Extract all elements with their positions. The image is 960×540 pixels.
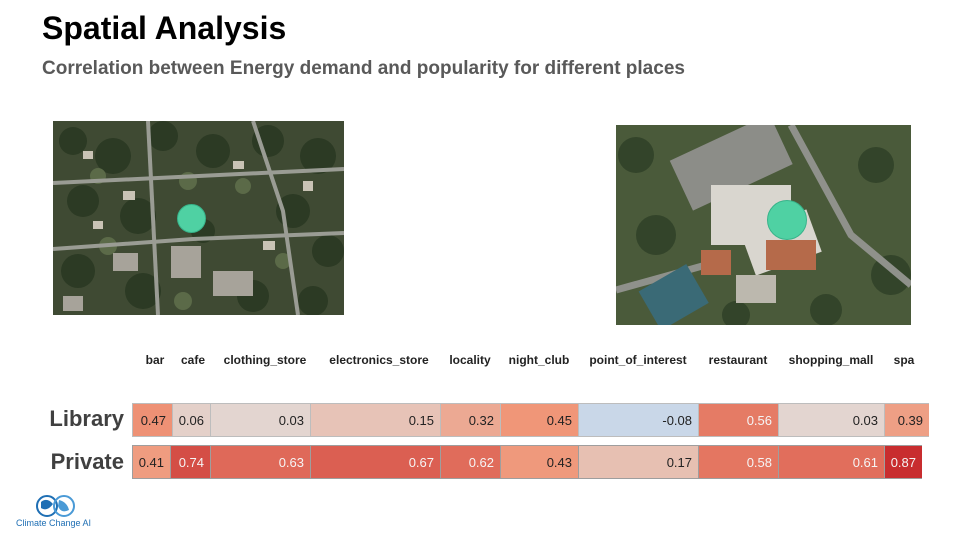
heatmap-cell-library-clothing-store: 0.03: [211, 404, 310, 436]
column-header-clothing-store: clothing_store: [223, 353, 307, 367]
climate-change-ai-logo-text: Climate Change AI: [16, 518, 92, 528]
heatmap-cell-library-point-of-interest: -0.08: [579, 404, 698, 436]
slide-title: Spatial Analysis: [42, 10, 287, 46]
private-aerial-image: [616, 125, 911, 325]
heatmap-cell-library-bar: 0.47: [133, 404, 172, 436]
column-header-electronics-store: electronics_store: [329, 353, 429, 367]
heatmap-cell-library-night-club: 0.45: [501, 404, 578, 436]
heatmap-cell-private-night-club: 0.43: [501, 446, 578, 478]
heatmap-cell-private-electronics-store: 0.67: [311, 446, 440, 478]
column-header-point-of-interest: point_of_interest: [589, 353, 687, 367]
library-location-marker: [177, 204, 206, 233]
row-label-library: Library: [49, 406, 124, 431]
library-aerial-image: [53, 121, 344, 315]
climate-change-ai-logo-icon: [36, 495, 75, 517]
heatmap-row-library: 0.47 0.06 0.03 0.15 0.32 0.45 -0.08 0.56 0.03 0.3…: [132, 403, 929, 437]
row-label-private: Private: [50, 449, 124, 474]
heatmap-cell-private-shopping-mall: 0.61: [779, 446, 884, 478]
heatmap-row-private: 0.41 0.74 0.63 0.67 0.62 0.43 0.17 0.58 0.61 0.87: [132, 445, 922, 479]
column-header-restaurant: restaurant: [708, 353, 768, 367]
private-location-marker: [767, 200, 807, 240]
heatmap-cell-private-restaurant: 0.58: [699, 446, 778, 478]
heatmap-cell-library-electronics-store: 0.15: [311, 404, 440, 436]
heatmap-cell-library-cafe: 0.06: [173, 404, 210, 436]
heatmap-cell-private-cafe: 0.74: [171, 446, 210, 478]
heatmap-cell-library-locality: 0.32: [441, 404, 500, 436]
heatmap-cell-library-spa: 0.39: [885, 404, 929, 436]
heatmap-cell-private-point-of-interest: 0.17: [579, 446, 698, 478]
heatmap-cell-library-restaurant: 0.56: [699, 404, 778, 436]
column-header-locality: locality: [449, 353, 491, 367]
heatmap-cell-library-shopping-mall: 0.03: [779, 404, 884, 436]
column-header-cafe: cafe: [180, 353, 206, 367]
heatmap-cell-private-locality: 0.62: [441, 446, 500, 478]
heatmap-cell-private-spa: 0.87: [885, 446, 922, 478]
column-header-night-club: night_club: [508, 353, 570, 367]
heatmap-cell-private-clothing-store: 0.63: [211, 446, 310, 478]
heatmap-cell-private-bar: 0.41: [133, 446, 170, 478]
column-header-bar: bar: [145, 353, 165, 367]
column-header-shopping-mall: shopping_mall: [788, 353, 874, 367]
slide-subtitle: Correlation between Energy demand and po…: [42, 58, 685, 79]
column-header-spa: spa: [893, 353, 915, 367]
